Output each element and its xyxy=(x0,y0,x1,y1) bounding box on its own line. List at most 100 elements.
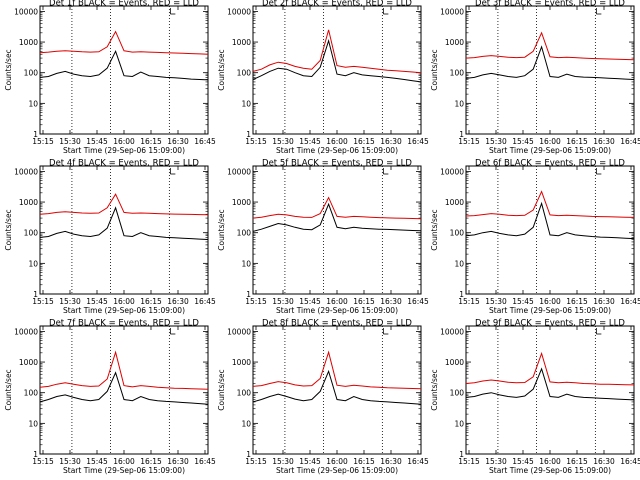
x-tick-label: 16:45 xyxy=(194,297,216,306)
x-axis-label: Start Time (29-Sep-06 15:09:00) xyxy=(489,306,611,315)
x-tick-label: 15:30 xyxy=(272,137,294,146)
panel-5: Det 5f BLACK = Events, RED = LLD 1 10 100 10… xyxy=(217,159,429,316)
x-tick-label: 16:00 xyxy=(113,297,135,306)
x-tick-label: 15:15 xyxy=(458,457,480,466)
plot-frame xyxy=(252,325,422,455)
panel-9: Det 9f BLACK = Events, RED = LLD 1 10 100 10… xyxy=(430,319,640,476)
panel-title: Det 6f BLACK = Events, RED = LLD xyxy=(475,159,625,169)
y-tick-label: 10000 xyxy=(227,167,251,176)
panel-title: Det 9f BLACK = Events, RED = LLD xyxy=(475,319,625,329)
x-tick-label: 15:30 xyxy=(59,137,81,146)
y-axis-label: Counts/sec xyxy=(217,209,226,250)
y-tick-label: 1 xyxy=(33,130,38,139)
x-tick-label: 16:00 xyxy=(539,297,561,306)
x-tick-label: 16:15 xyxy=(140,457,162,466)
x-axis-label: Start Time (29-Sep-06 15:09:00) xyxy=(63,466,185,475)
x-tick-label: 16:00 xyxy=(113,457,135,466)
series-lld-line xyxy=(39,350,209,390)
x-tick-label: 15:45 xyxy=(86,297,108,306)
series-events-line xyxy=(465,201,635,240)
y-tick-label: 100 xyxy=(450,69,465,78)
y-tick-label: 10 xyxy=(454,419,464,428)
y-tick-label: 10000 xyxy=(440,167,464,176)
x-tick-label: 15:30 xyxy=(59,297,81,306)
y-tick-label: 100 xyxy=(450,229,465,238)
x-tick-label: 16:30 xyxy=(380,137,402,146)
x-tick-label: 15:45 xyxy=(299,457,321,466)
x-tick-label: 16:15 xyxy=(566,137,588,146)
panel-title: Det 7f BLACK = Events, RED = LLD xyxy=(49,319,199,329)
y-tick-label: 1 xyxy=(246,290,251,299)
x-tick-label: 15:15 xyxy=(245,457,267,466)
y-tick-label: 100 xyxy=(237,229,252,238)
series-lld-line xyxy=(252,196,422,220)
x-tick-label: 15:15 xyxy=(458,137,480,146)
y-tick-label: 1 xyxy=(459,130,464,139)
y-tick-label: 10000 xyxy=(14,7,38,16)
plot-frame xyxy=(465,5,635,135)
x-axis-label: Start Time (29-Sep-06 15:09:00) xyxy=(63,146,185,155)
x-tick-label: 16:00 xyxy=(326,137,348,146)
x-tick-label: 16:00 xyxy=(326,457,348,466)
x-tick-label: 16:00 xyxy=(539,457,561,466)
y-tick-label: 1000 xyxy=(445,358,464,367)
x-tick-label: 16:30 xyxy=(167,297,189,306)
panel-title: Det 5f BLACK = Events, RED = LLD xyxy=(262,159,412,169)
series-events-line xyxy=(252,369,422,405)
x-tick-label: 15:15 xyxy=(458,297,480,306)
x-tick-label: 16:15 xyxy=(140,297,162,306)
plot-frame xyxy=(252,5,422,135)
x-tick-label: 15:45 xyxy=(86,457,108,466)
y-tick-label: 10 xyxy=(454,99,464,108)
series-events-line xyxy=(39,50,209,81)
x-tick-label: 15:15 xyxy=(32,457,54,466)
x-tick-label: 16:45 xyxy=(194,137,216,146)
x-tick-label: 15:30 xyxy=(485,457,507,466)
y-tick-label: 100 xyxy=(24,389,39,398)
x-tick-label: 15:30 xyxy=(272,297,294,306)
x-tick-label: 15:45 xyxy=(86,137,108,146)
x-tick-label: 16:30 xyxy=(593,137,615,146)
x-tick-label: 16:00 xyxy=(113,137,135,146)
x-axis-label: Start Time (29-Sep-06 15:09:00) xyxy=(489,466,611,475)
x-tick-label: 16:45 xyxy=(407,297,429,306)
y-tick-label: 1000 xyxy=(19,38,38,47)
y-tick-label: 100 xyxy=(237,389,252,398)
x-axis-label: Start Time (29-Sep-06 15:09:00) xyxy=(276,146,398,155)
y-tick-label: 10 xyxy=(241,259,251,268)
panel-4: Det 4f BLACK = Events, RED = LLD 1 10 100 10… xyxy=(4,159,216,316)
y-tick-label: 1000 xyxy=(19,358,38,367)
x-tick-label: 16:00 xyxy=(326,297,348,306)
y-axis-label: Counts/sec xyxy=(430,209,439,250)
x-axis-label: Start Time (29-Sep-06 15:09:00) xyxy=(489,146,611,155)
y-tick-label: 10000 xyxy=(227,7,251,16)
x-tick-label: 16:15 xyxy=(353,137,375,146)
x-tick-label: 15:30 xyxy=(59,457,81,466)
y-tick-label: 1000 xyxy=(445,38,464,47)
x-tick-label: 16:30 xyxy=(593,297,615,306)
y-tick-label: 10 xyxy=(28,419,38,428)
y-tick-label: 1 xyxy=(459,450,464,459)
panel-title: Det 1f BLACK = Events, RED = LLD xyxy=(49,0,199,9)
y-tick-label: 10 xyxy=(28,259,38,268)
x-tick-label: 16:45 xyxy=(407,457,429,466)
plot-frame xyxy=(465,165,635,295)
y-tick-label: 1 xyxy=(33,290,38,299)
y-tick-label: 1000 xyxy=(445,198,464,207)
series-lld-line xyxy=(252,350,422,390)
series-lld-line xyxy=(39,30,209,55)
y-tick-label: 1 xyxy=(246,450,251,459)
y-tick-label: 100 xyxy=(24,229,39,238)
panel-2: Det 2f BLACK = Events, RED = LLD 1 10 100 10… xyxy=(217,0,429,155)
panel-title: Det 4f BLACK = Events, RED = LLD xyxy=(49,159,199,169)
x-tick-label: 15:15 xyxy=(245,297,267,306)
panel-title: Det 2f BLACK = Events, RED = LLD xyxy=(262,0,412,9)
x-tick-label: 15:30 xyxy=(272,457,294,466)
series-events-line xyxy=(465,367,635,401)
series-events-line xyxy=(252,202,422,232)
y-tick-label: 100 xyxy=(24,69,39,78)
plot-frame xyxy=(39,5,209,135)
y-tick-label: 10000 xyxy=(440,7,464,16)
plot-frame xyxy=(39,165,209,295)
